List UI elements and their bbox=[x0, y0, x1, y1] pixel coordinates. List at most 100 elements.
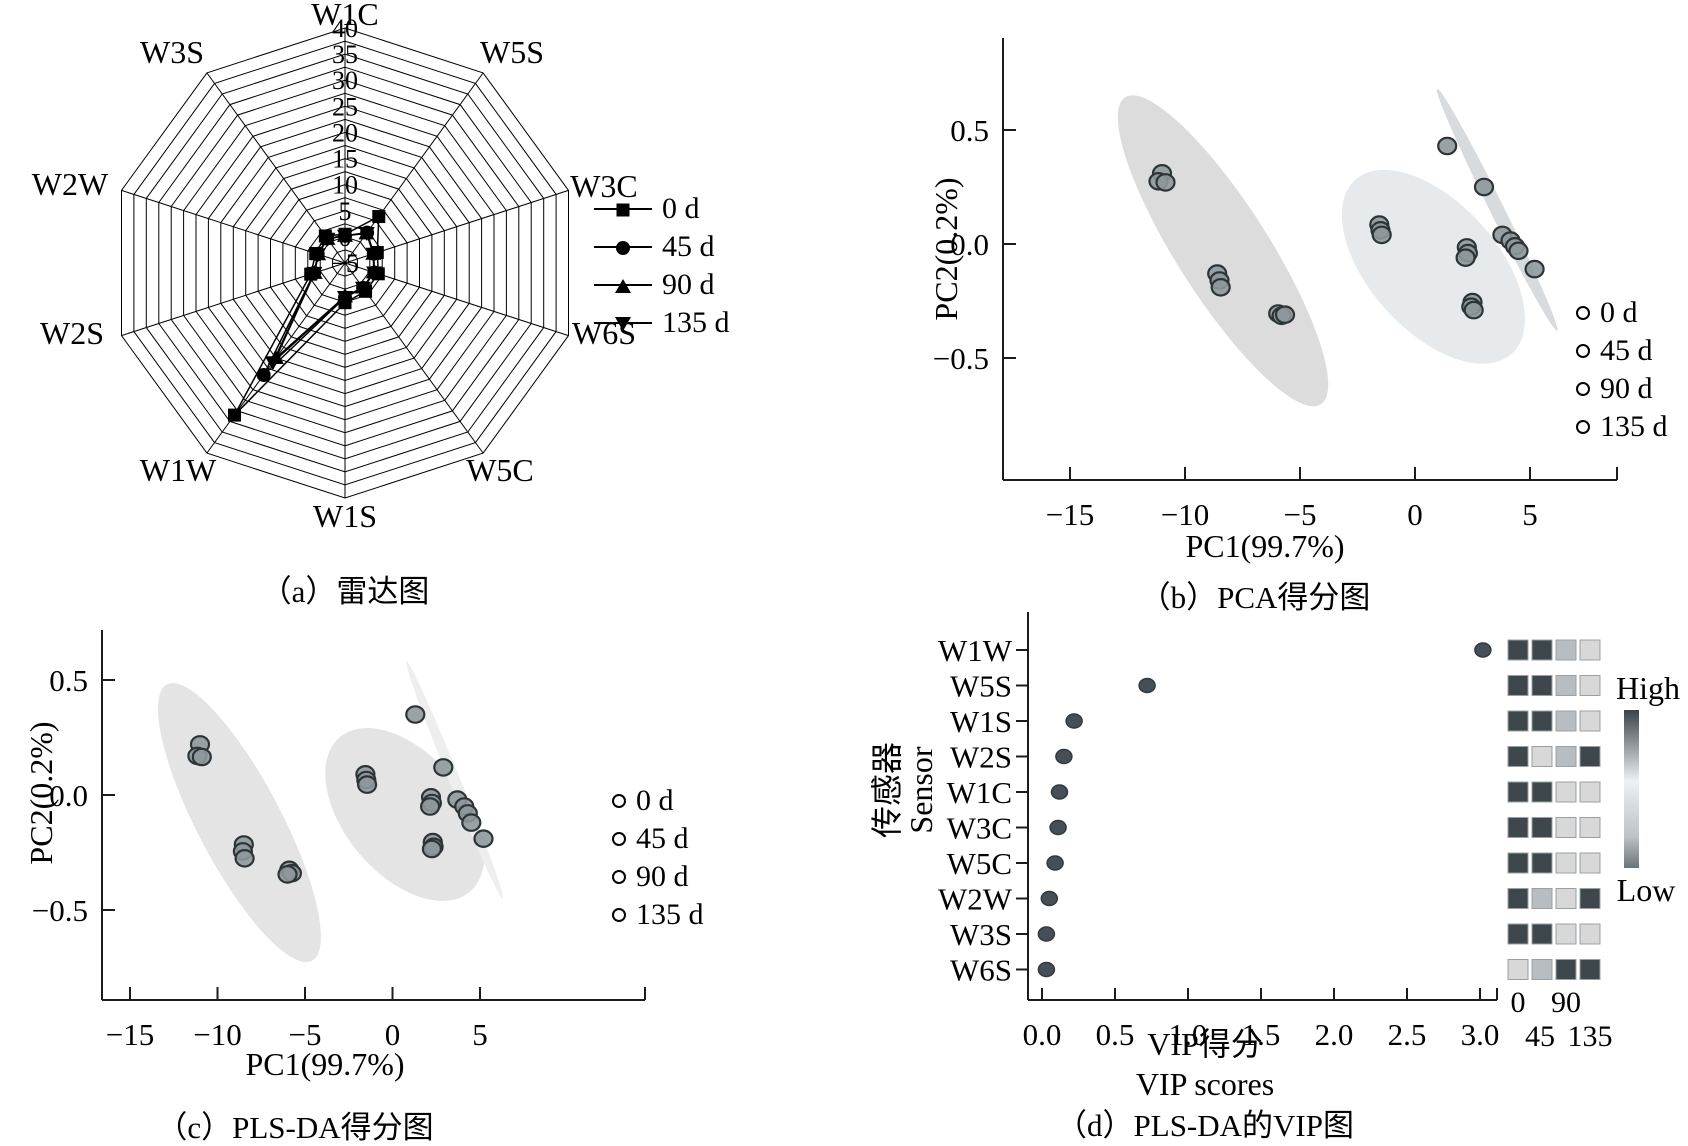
heatmap-col-label-135d: 135 bbox=[1567, 1020, 1613, 1053]
heatmap-cell bbox=[1507, 746, 1529, 767]
triangle-down-marker-icon bbox=[306, 266, 323, 281]
sensor-label: W1S bbox=[950, 704, 1012, 739]
legend-item-135d: 135 d bbox=[594, 304, 730, 342]
legend-a: 0 d 45 d 90 d 135 d bbox=[594, 190, 730, 342]
data-point bbox=[420, 797, 441, 816]
x-tick-label: −10 bbox=[193, 1017, 241, 1052]
heatmap-cell bbox=[1531, 710, 1553, 732]
vip-dot bbox=[1037, 961, 1056, 978]
x-tick-label: 1.5 bbox=[1242, 1017, 1281, 1052]
radar-axis-label: W3C bbox=[570, 168, 638, 204]
data-point bbox=[1371, 225, 1392, 245]
radar-tick-label: 20 bbox=[332, 118, 358, 147]
legend-label: 135 d bbox=[1600, 410, 1668, 443]
sensor-label: W3S bbox=[950, 917, 1012, 952]
legend-item-0d: 0 d bbox=[1576, 294, 1668, 332]
open-circle-icon bbox=[1576, 382, 1590, 396]
x-tick-label: 3.0 bbox=[1461, 1017, 1500, 1052]
legend-item-0d: 0 d bbox=[594, 190, 730, 228]
data-point bbox=[421, 839, 442, 859]
legend-label: 0 d bbox=[1600, 296, 1638, 329]
caption-b: （b）PCA得分图 bbox=[1139, 580, 1371, 615]
triangle-down-marker-icon bbox=[366, 266, 383, 281]
heatmap-cell bbox=[1531, 852, 1553, 874]
heatmap-cell bbox=[1507, 959, 1529, 980]
legend-item-0d: 0 d bbox=[612, 782, 704, 820]
square-marker-icon bbox=[372, 210, 386, 224]
heatmap-cell bbox=[1507, 923, 1529, 945]
legend-label: 45 d bbox=[662, 230, 715, 263]
y-tick-label: 0.0 bbox=[49, 778, 88, 813]
heatmap-cell bbox=[1531, 923, 1553, 945]
cluster-ellipse bbox=[157, 683, 321, 963]
radar-axis-label: W2W bbox=[32, 166, 109, 202]
heatmap-cell bbox=[1555, 675, 1577, 696]
x-tick-label: 5 bbox=[472, 1017, 488, 1052]
heatmap-cell bbox=[1555, 923, 1577, 945]
legend-item-45d: 45 d bbox=[594, 228, 730, 266]
heatmap-cell bbox=[1555, 710, 1577, 732]
heatmap-cell bbox=[1507, 710, 1529, 732]
xaxis-label-c: PC1(99.7%) bbox=[245, 1046, 405, 1082]
x-tick-label: −10 bbox=[1161, 497, 1209, 532]
colorbar-high-label: High bbox=[1616, 670, 1680, 706]
data-point bbox=[433, 758, 454, 777]
sensor-label: W2W bbox=[938, 882, 1013, 917]
radar-tick-label: 25 bbox=[332, 92, 358, 121]
heatmap-cell bbox=[1531, 959, 1553, 980]
heatmap-cell bbox=[1579, 781, 1601, 803]
legend-item-135d: 135 d bbox=[612, 896, 704, 934]
pca-score-plot: −15 −10 −5 0 5 0.5 0.0 −0.5 bbox=[933, 38, 1618, 532]
triangle-down-marker-icon bbox=[264, 356, 281, 371]
data-point bbox=[191, 747, 212, 767]
data-point bbox=[1274, 305, 1296, 324]
xaxis-label-d-en: VIP scores bbox=[1135, 1066, 1275, 1102]
data-point bbox=[473, 829, 494, 848]
x-tick-label: −15 bbox=[1046, 497, 1094, 532]
heatmap-cell bbox=[1555, 888, 1577, 909]
heatmap-cell bbox=[1531, 746, 1553, 767]
triangle-down-marker-icon bbox=[365, 247, 382, 262]
x-tick-label: −15 bbox=[106, 1017, 154, 1052]
open-circle-icon bbox=[1576, 420, 1590, 434]
colorbar bbox=[1624, 710, 1639, 868]
x-tick-label: 0.0 bbox=[1023, 1017, 1062, 1052]
data-point bbox=[405, 705, 426, 724]
heatmap-cell bbox=[1507, 781, 1529, 803]
x-tick-label: 0 bbox=[1407, 497, 1423, 532]
open-circle-icon bbox=[612, 870, 626, 884]
data-point bbox=[1463, 300, 1484, 320]
legend-b: 0 d 45 d 90 d 135 d bbox=[1576, 294, 1668, 446]
heatmap-cell bbox=[1555, 852, 1577, 874]
vip-dot bbox=[1138, 677, 1156, 694]
heatmap-cell bbox=[1507, 817, 1529, 838]
radar-axis-label: W1C bbox=[311, 0, 379, 32]
triangle-down-marker-icon bbox=[319, 232, 336, 247]
y-tick-label: −0.5 bbox=[933, 341, 989, 376]
vip-dot bbox=[1046, 855, 1064, 871]
x-tick-label: 2.5 bbox=[1388, 1017, 1427, 1052]
heatmap-cell bbox=[1555, 781, 1577, 803]
heatmap-col-label-0d: 0 bbox=[1510, 986, 1526, 1019]
heatmap-cell bbox=[1555, 639, 1577, 661]
legend-line bbox=[594, 203, 652, 217]
vip-plot: 0.0 0.5 1.0 1.5 2.0 2.5 3.0W1WW5SW1SW2SW1CW3CW… bbox=[938, 612, 1639, 1052]
sensor-label: W5S bbox=[950, 669, 1012, 704]
triangle-down-marker-icon bbox=[309, 248, 326, 263]
legend-label: 45 d bbox=[636, 822, 689, 855]
heatmap-cell bbox=[1507, 852, 1529, 874]
cluster-ellipse bbox=[1117, 95, 1329, 407]
radar-axis-label: W1W bbox=[140, 452, 217, 488]
heatmap-cell bbox=[1531, 675, 1553, 696]
data-point bbox=[1210, 277, 1231, 297]
radar-tick-label: 40 bbox=[332, 14, 358, 43]
open-circle-icon bbox=[1576, 306, 1590, 320]
x-tick-label: 0 bbox=[385, 1017, 401, 1052]
triangle-down-marker-icon bbox=[337, 290, 353, 305]
x-tick-label: 0.5 bbox=[1096, 1017, 1135, 1052]
circle-marker-icon bbox=[616, 241, 630, 255]
sensor-label: W5C bbox=[947, 846, 1012, 881]
data-point bbox=[1473, 177, 1495, 197]
data-point bbox=[234, 848, 255, 868]
open-circle-icon bbox=[612, 908, 626, 922]
